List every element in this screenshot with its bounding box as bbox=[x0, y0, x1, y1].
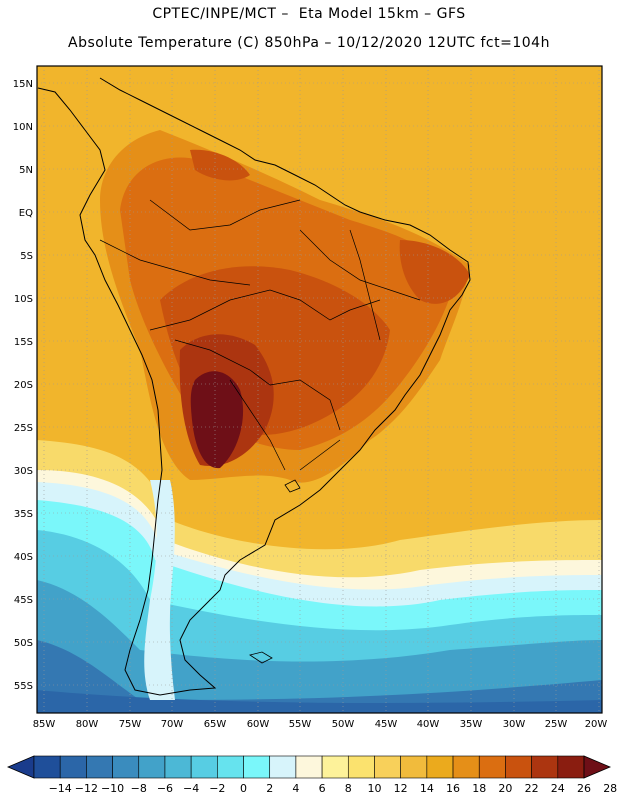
colorbar-tick-label: −8 bbox=[131, 782, 147, 795]
colorbar-swatch bbox=[478, 755, 506, 779]
lat-label: EQ bbox=[19, 208, 33, 219]
colorbar-tick-label: 24 bbox=[551, 782, 565, 795]
lon-label: 20W bbox=[585, 719, 608, 730]
lon-label: 35W bbox=[460, 719, 483, 730]
colorbar-swatch bbox=[400, 755, 428, 779]
colorbar-tick-label: 6 bbox=[319, 782, 326, 795]
colorbar-swatch bbox=[86, 755, 113, 779]
colorbar-tick-label: 4 bbox=[292, 782, 299, 795]
colorbar-tick-label: −6 bbox=[157, 782, 173, 795]
lat-label: 55S bbox=[14, 681, 33, 692]
colorbar-swatch bbox=[190, 755, 218, 779]
colorbar-swatch bbox=[452, 755, 480, 779]
lat-label: 5N bbox=[19, 165, 33, 176]
lon-label: 65W bbox=[204, 719, 227, 730]
map-frame bbox=[36, 65, 603, 714]
lat-label: 30S bbox=[14, 466, 33, 477]
colorbar-tick-label: 18 bbox=[472, 782, 486, 795]
south-america-coastline bbox=[37, 77, 471, 696]
colorbar-swatch bbox=[112, 755, 140, 779]
colorbar-tick-label: 0 bbox=[240, 782, 247, 795]
colorbar-swatch bbox=[505, 755, 532, 779]
colorbar-swatch bbox=[269, 755, 297, 779]
colorbar-tick-label: −12 bbox=[75, 782, 98, 795]
colorbar-tick-label: 28 bbox=[603, 782, 617, 795]
colorbar-tick-label: 10 bbox=[367, 782, 381, 795]
colorbar-swatch bbox=[531, 755, 559, 779]
colorbar-swatch bbox=[59, 755, 87, 779]
lat-label: 5S bbox=[20, 251, 33, 262]
colorbar-swatch bbox=[426, 755, 454, 779]
colorbar-swatch bbox=[164, 755, 192, 779]
colorbar-swatch bbox=[321, 755, 349, 779]
longitude-axis: 85W 80W 75W 70W 65W 60W 55W 50W 45W 40W … bbox=[33, 719, 608, 730]
colorbar-tick-label: 12 bbox=[394, 782, 408, 795]
map-title-line-2: Absolute Temperature (C) 850hPa – 10/12/… bbox=[68, 35, 550, 51]
lat-label: 20S bbox=[14, 380, 33, 391]
colorbar-swatch bbox=[557, 755, 585, 779]
colorbar-tick-label: −2 bbox=[209, 782, 225, 795]
colorbar-tick-label: 20 bbox=[498, 782, 512, 795]
colorbar-tick-label: 14 bbox=[420, 782, 434, 795]
lat-label: 15S bbox=[14, 337, 33, 348]
colorbar-swatch bbox=[138, 755, 166, 779]
colorbar-max-arrow bbox=[583, 755, 612, 779]
lon-label: 45W bbox=[375, 719, 398, 730]
colorbar-tick-label: 16 bbox=[446, 782, 460, 795]
country-borders bbox=[99, 199, 421, 471]
colorbar-swatch bbox=[295, 755, 323, 779]
colorbar-swatch bbox=[347, 755, 375, 779]
lat-label: 10S bbox=[14, 294, 33, 305]
colorbar-swatch bbox=[374, 755, 401, 779]
lat-label: 10N bbox=[13, 122, 33, 133]
colorbar-min-arrow bbox=[6, 755, 35, 779]
colorbar-swatch bbox=[243, 755, 271, 779]
lat-label: 25S bbox=[14, 423, 33, 434]
lon-label: 25W bbox=[545, 719, 568, 730]
lat-label: 40S bbox=[14, 552, 33, 563]
temperature-field bbox=[37, 66, 602, 713]
lon-label: 60W bbox=[247, 719, 270, 730]
map-title-line-1: CPTEC/INPE/MCT – Eta Model 15km – GFS bbox=[152, 6, 466, 22]
lon-label: 80W bbox=[76, 719, 99, 730]
lat-label: 50S bbox=[14, 638, 33, 649]
colorbar-tick-label: 26 bbox=[577, 782, 591, 795]
colorbar-tick-label: 2 bbox=[266, 782, 273, 795]
colorbar-swatch bbox=[217, 755, 244, 779]
lon-label: 85W bbox=[33, 719, 56, 730]
colorbar-tick-label: 8 bbox=[345, 782, 352, 795]
lat-label: 45S bbox=[14, 595, 33, 606]
colorbar: −14 −12 −10 −8 −6 −4 −2 0 2 4 6 8 10 12 14 16 18 20 22 24 26… bbox=[6, 755, 617, 795]
lat-label: 15N bbox=[13, 79, 33, 90]
colorbar-tick-label: −4 bbox=[183, 782, 199, 795]
colorbar-tick-label: 22 bbox=[525, 782, 539, 795]
lon-label: 40W bbox=[417, 719, 440, 730]
colorbar-swatch bbox=[33, 755, 61, 779]
colorbar-tick-label: −14 bbox=[49, 782, 72, 795]
colorbar-tick-label: −10 bbox=[101, 782, 124, 795]
lon-label: 55W bbox=[289, 719, 312, 730]
latitude-axis: 15N 10N 5N EQ 5S 10S 15S 20S 25S 30S 35S… bbox=[13, 79, 33, 692]
lon-label: 30W bbox=[503, 719, 526, 730]
lon-label: 70W bbox=[161, 719, 184, 730]
lat-label: 35S bbox=[14, 509, 33, 520]
lon-label: 75W bbox=[119, 719, 142, 730]
lon-label: 50W bbox=[332, 719, 355, 730]
